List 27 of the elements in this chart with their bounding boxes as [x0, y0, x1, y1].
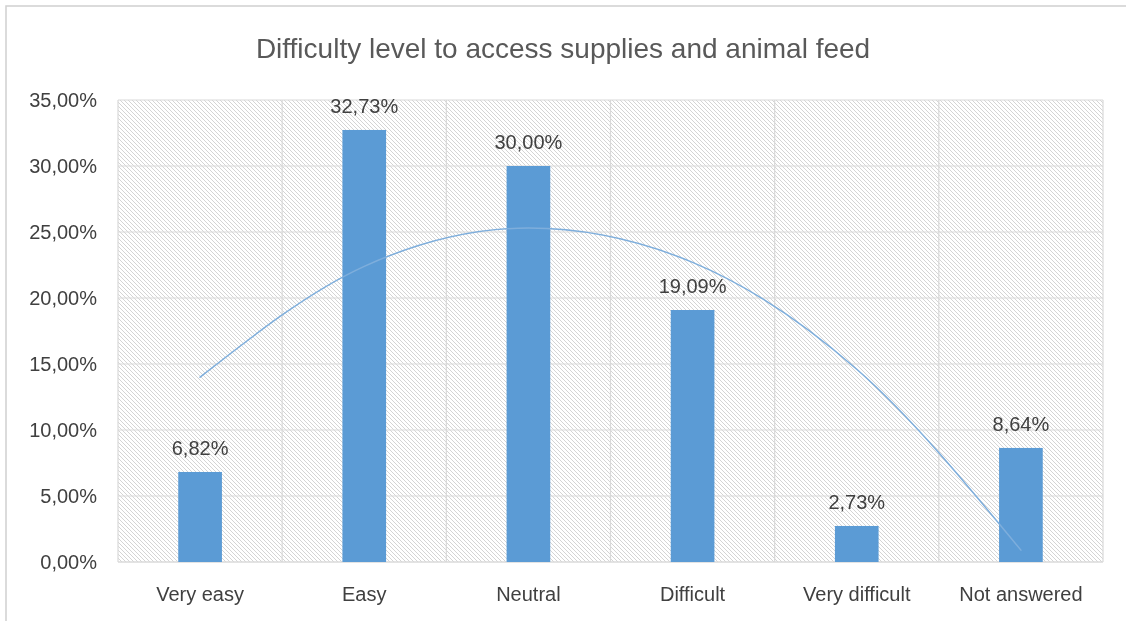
x-tick-label: Very easy	[156, 583, 244, 605]
y-tick-label: 30,00%	[29, 155, 98, 177]
x-tick-label: Very difficult	[803, 583, 911, 605]
data-label: 32,73%	[330, 94, 399, 117]
x-tick-label: Easy	[342, 583, 387, 605]
y-tick-label: 5,00%	[40, 485, 98, 507]
bar	[834, 525, 879, 562]
data-label: 6,82%	[171, 436, 229, 459]
data-label: 2,73%	[828, 490, 886, 513]
y-tick-label: 35,00%	[29, 89, 98, 111]
y-tick-label: 25,00%	[29, 221, 98, 243]
bar	[178, 471, 222, 562]
y-tick-label: 20,00%	[29, 287, 98, 309]
bar	[670, 310, 715, 562]
x-tick-label: Difficult	[659, 583, 726, 605]
x-tick-label: Not answered	[959, 583, 1083, 605]
data-label: 19,09%	[658, 275, 727, 298]
data-label: 30,00%	[494, 131, 563, 153]
x-tick-label: Neutral	[496, 583, 561, 605]
y-tick-label: 15,00%	[29, 353, 98, 375]
y-tick-label: 0,00%	[40, 551, 98, 573]
bar	[999, 447, 1043, 562]
y-tick-label: 10,00%	[29, 419, 98, 441]
chart-title: Difficulty level to access supplies and animal feed	[255, 33, 871, 64]
bar	[342, 129, 387, 562]
data-label: 8,64%	[992, 412, 1050, 435]
bar	[506, 166, 551, 562]
